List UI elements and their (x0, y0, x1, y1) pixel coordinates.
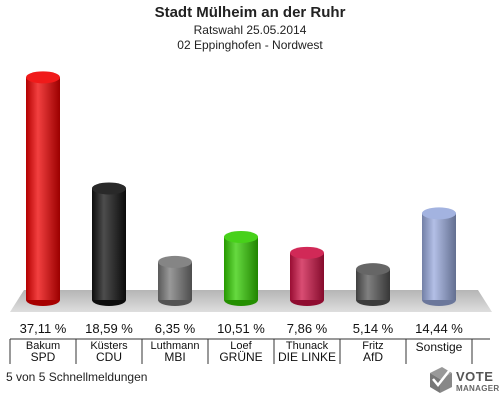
candidate-label: Fritz (362, 340, 383, 352)
logo-text-vote: VOTE (456, 369, 494, 384)
bar-grüne (224, 230, 258, 306)
candidate-label: Bakum (26, 340, 60, 352)
value-label: 14,44 % (415, 321, 463, 336)
bar-cdu (92, 182, 126, 306)
candidate-label: Küsters (90, 340, 128, 352)
footer-status: 5 von 5 Schnellmeldungen (6, 370, 148, 384)
bar-sonstige (422, 207, 456, 306)
value-label: 6,35 % (155, 321, 196, 336)
party-label: MBI (164, 350, 185, 364)
party-label: SPD (31, 350, 56, 364)
value-label: 5,14 % (353, 321, 394, 336)
party-label: CDU (96, 350, 122, 364)
candidate-label: Thunack (286, 340, 329, 352)
bar-spd (26, 71, 60, 306)
party-label: GRÜNE (219, 350, 262, 364)
value-label: 37,11 % (20, 321, 67, 336)
value-label: 18,59 % (85, 321, 133, 336)
value-label: 7,86 % (287, 321, 328, 336)
party-label: Sonstige (416, 340, 463, 354)
bar-afd (356, 263, 390, 306)
candidate-label: Loef (230, 340, 252, 352)
logo-text-manager: MANAGER (456, 384, 500, 393)
ballot-check-icon (430, 367, 452, 393)
party-label: AfD (363, 350, 383, 364)
bar-die-linke (290, 246, 324, 306)
candidate-label: Luthmann (151, 340, 200, 352)
vote-manager-logo: VOTE MANAGER (428, 365, 500, 397)
bar-mbi (158, 255, 192, 306)
chart-subtitle-election: Ratswahl 25.05.2014 (193, 23, 307, 37)
chart-subtitle-district: 02 Eppinghofen - Nordwest (177, 38, 323, 52)
chart-title: Stadt Mülheim an der Ruhr (154, 4, 346, 21)
party-label: DIE LINKE (278, 350, 336, 364)
value-label: 10,51 % (217, 321, 265, 336)
